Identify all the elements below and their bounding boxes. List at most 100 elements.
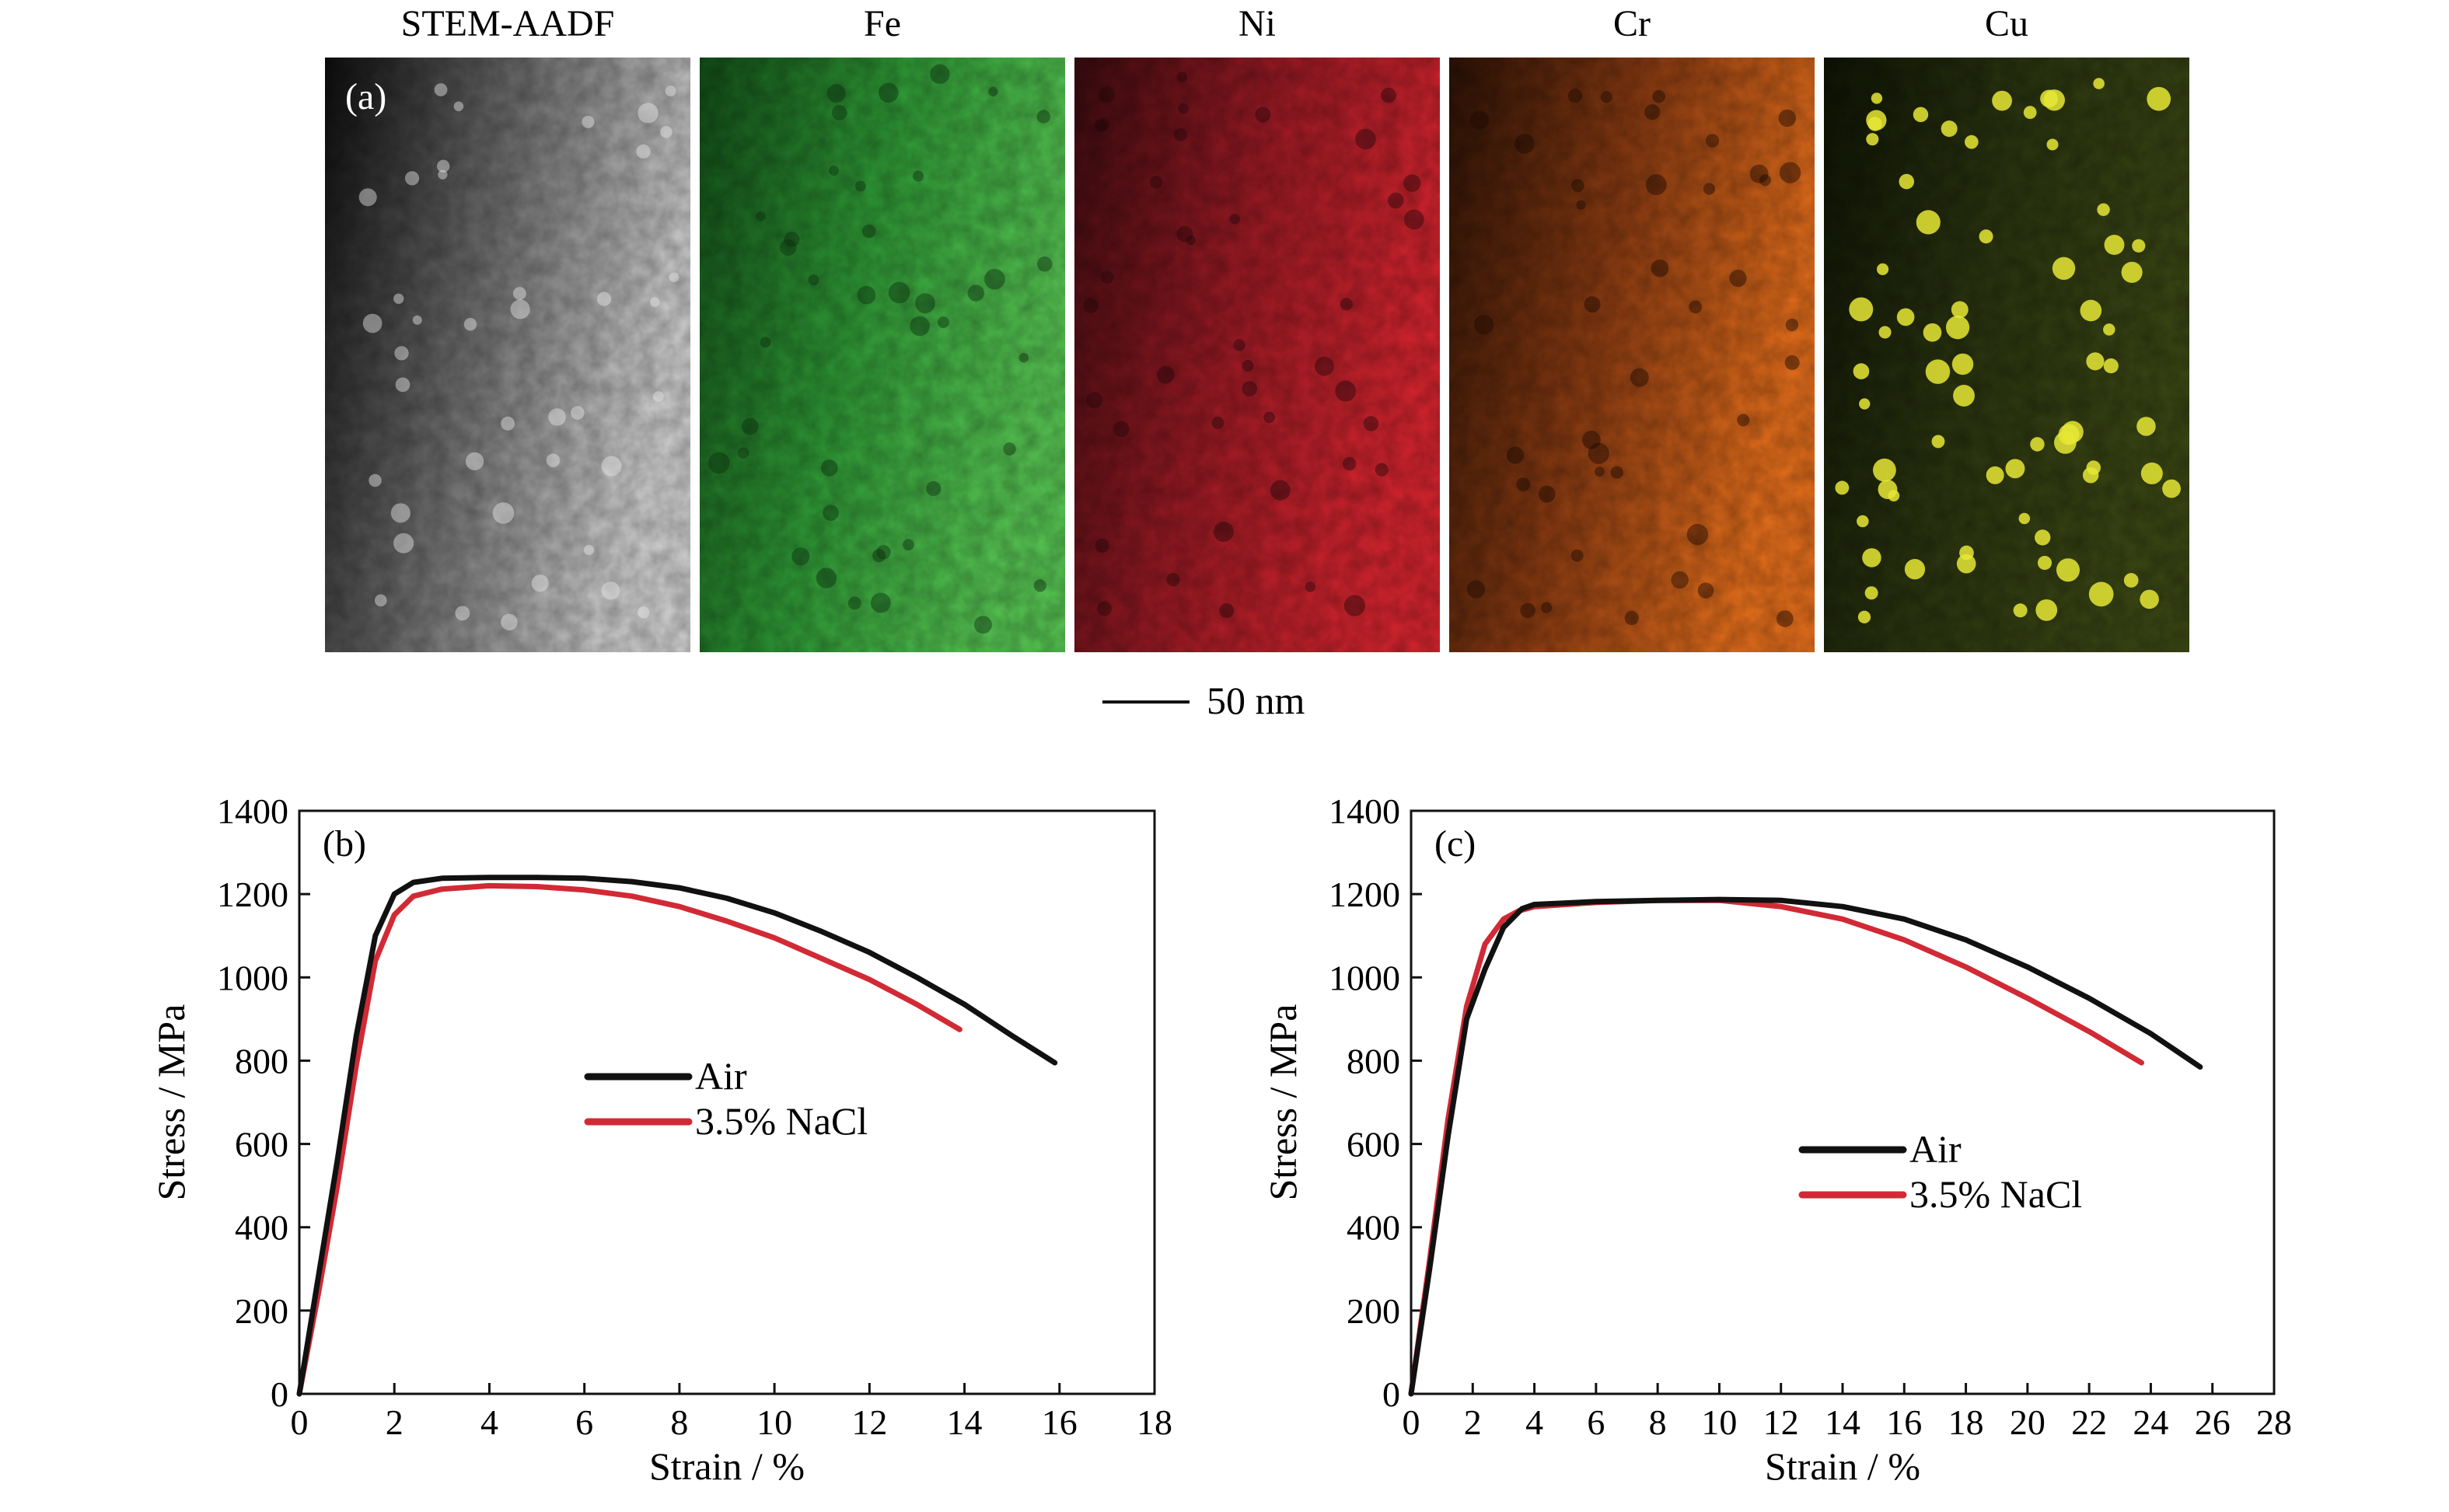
map-particle (1149, 176, 1163, 189)
map-particle (760, 337, 771, 348)
map-particle (1878, 326, 1892, 339)
series-line-air (296, 875, 1058, 1397)
map-particle (1113, 421, 1130, 438)
x-axis-label: Strain / % (1765, 1444, 1920, 1488)
map-particle (455, 606, 470, 621)
map-particle (2043, 89, 2065, 111)
map-particle (1624, 610, 1639, 626)
x-tick-label: 16 (1886, 1402, 1922, 1442)
x-tick-label: 8 (1649, 1402, 1667, 1442)
y-tick-label: 0 (271, 1374, 288, 1414)
map-particle (1469, 110, 1490, 131)
map-particle (1630, 368, 1649, 387)
y-tick-label: 1400 (217, 791, 288, 831)
map-particle (394, 346, 409, 361)
legend-label: Air (1909, 1127, 1962, 1171)
map-particle (438, 169, 448, 180)
y-tick-label: 800 (235, 1041, 288, 1081)
map-particle (1686, 523, 1709, 546)
x-tick-label: 8 (670, 1402, 688, 1442)
map-particle (829, 166, 840, 176)
map-particle (1705, 134, 1720, 148)
map-particle (463, 317, 477, 331)
x-tick-label: 4 (1525, 1402, 1543, 1442)
y-axis-label: Stress / MPa (149, 1004, 193, 1201)
x-tick-label: 20 (2010, 1402, 2045, 1442)
map-particle (1403, 209, 1424, 230)
legend-label: 3.5% NaCl (695, 1099, 868, 1143)
map-particle (876, 545, 891, 560)
map-particle (1315, 356, 1334, 376)
map-particle (1671, 571, 1689, 589)
map-particle (847, 596, 861, 610)
map-particle (412, 315, 422, 325)
map-particle (1582, 430, 1601, 449)
map-cu: Cu (1824, 3, 2189, 652)
map-particle (1166, 573, 1180, 587)
map-particle (1857, 610, 1871, 623)
y-tick-label: 200 (235, 1291, 288, 1331)
map-particle (737, 447, 749, 459)
map-particle (1945, 316, 1970, 340)
x-tick-label: 18 (1948, 1402, 1984, 1442)
map-particle (512, 287, 526, 301)
map-particle (652, 391, 664, 403)
map-particle (903, 539, 914, 551)
map-particle (1520, 602, 1535, 619)
map-particle (1242, 360, 1254, 372)
map-particle (1381, 87, 1396, 103)
x-tick-label: 22 (2071, 1402, 2107, 1442)
map-particle (583, 544, 595, 556)
map-particle (1036, 257, 1053, 272)
map-particle (1343, 456, 1357, 471)
map-particle (437, 159, 450, 173)
map-particle (638, 606, 650, 619)
y-tick-label: 800 (1347, 1041, 1400, 1081)
map-particle (1904, 559, 1926, 580)
map-particle (1595, 466, 1605, 477)
map-particle (1186, 236, 1196, 246)
y-axis-label: Stress / MPa (1261, 1004, 1305, 1201)
series-line-air (1408, 896, 2203, 1397)
map-particle (1541, 602, 1553, 613)
map-cr: Cr (1449, 3, 1815, 652)
map-label: STEM-AADF (401, 3, 615, 44)
x-tick-label: 2 (1464, 1402, 1482, 1442)
y-tick-label: 400 (1347, 1208, 1400, 1248)
map-particle (393, 293, 404, 304)
map-particle (638, 103, 659, 124)
map-particle (2082, 466, 2099, 484)
map-stem-aadf: STEM-AADF (325, 3, 690, 652)
map-particle (984, 268, 1005, 290)
map-particle (926, 480, 942, 497)
map-particle (1941, 120, 1958, 138)
chart-b: 0 2 4 6 8 10 12 14 16 18 0 200 400 600 800 1000 1200 1400… (149, 791, 1172, 1488)
map-particle (1516, 477, 1531, 492)
map-particle (1178, 103, 1189, 114)
map-particle (826, 84, 846, 103)
map-particle (2035, 529, 2051, 546)
scale-bar-label: 50 nm (1207, 679, 1305, 722)
x-tick-label: 2 (386, 1402, 404, 1442)
map-particle (393, 533, 414, 553)
map-particle (1270, 480, 1291, 501)
map-particle (2147, 86, 2171, 111)
map-particle (1610, 466, 1623, 479)
map-particle (2104, 234, 2125, 255)
map-particle (1335, 380, 1357, 402)
map-particle (974, 616, 992, 634)
map-particle (501, 613, 518, 630)
map-particle (2123, 573, 2139, 588)
plot-frame (298, 809, 1156, 1395)
map-texture (1074, 58, 1440, 652)
map-particle (2097, 203, 2110, 216)
y-tick-label: 600 (1347, 1125, 1400, 1165)
map-particle (2136, 417, 2156, 436)
map-particle (1867, 117, 1882, 131)
map-particle (1600, 91, 1613, 103)
map-particle (1779, 162, 1801, 183)
map-particle (2046, 138, 2059, 151)
map-particle (2058, 424, 2080, 445)
map-particle (596, 292, 612, 306)
map-particle (1213, 522, 1234, 543)
